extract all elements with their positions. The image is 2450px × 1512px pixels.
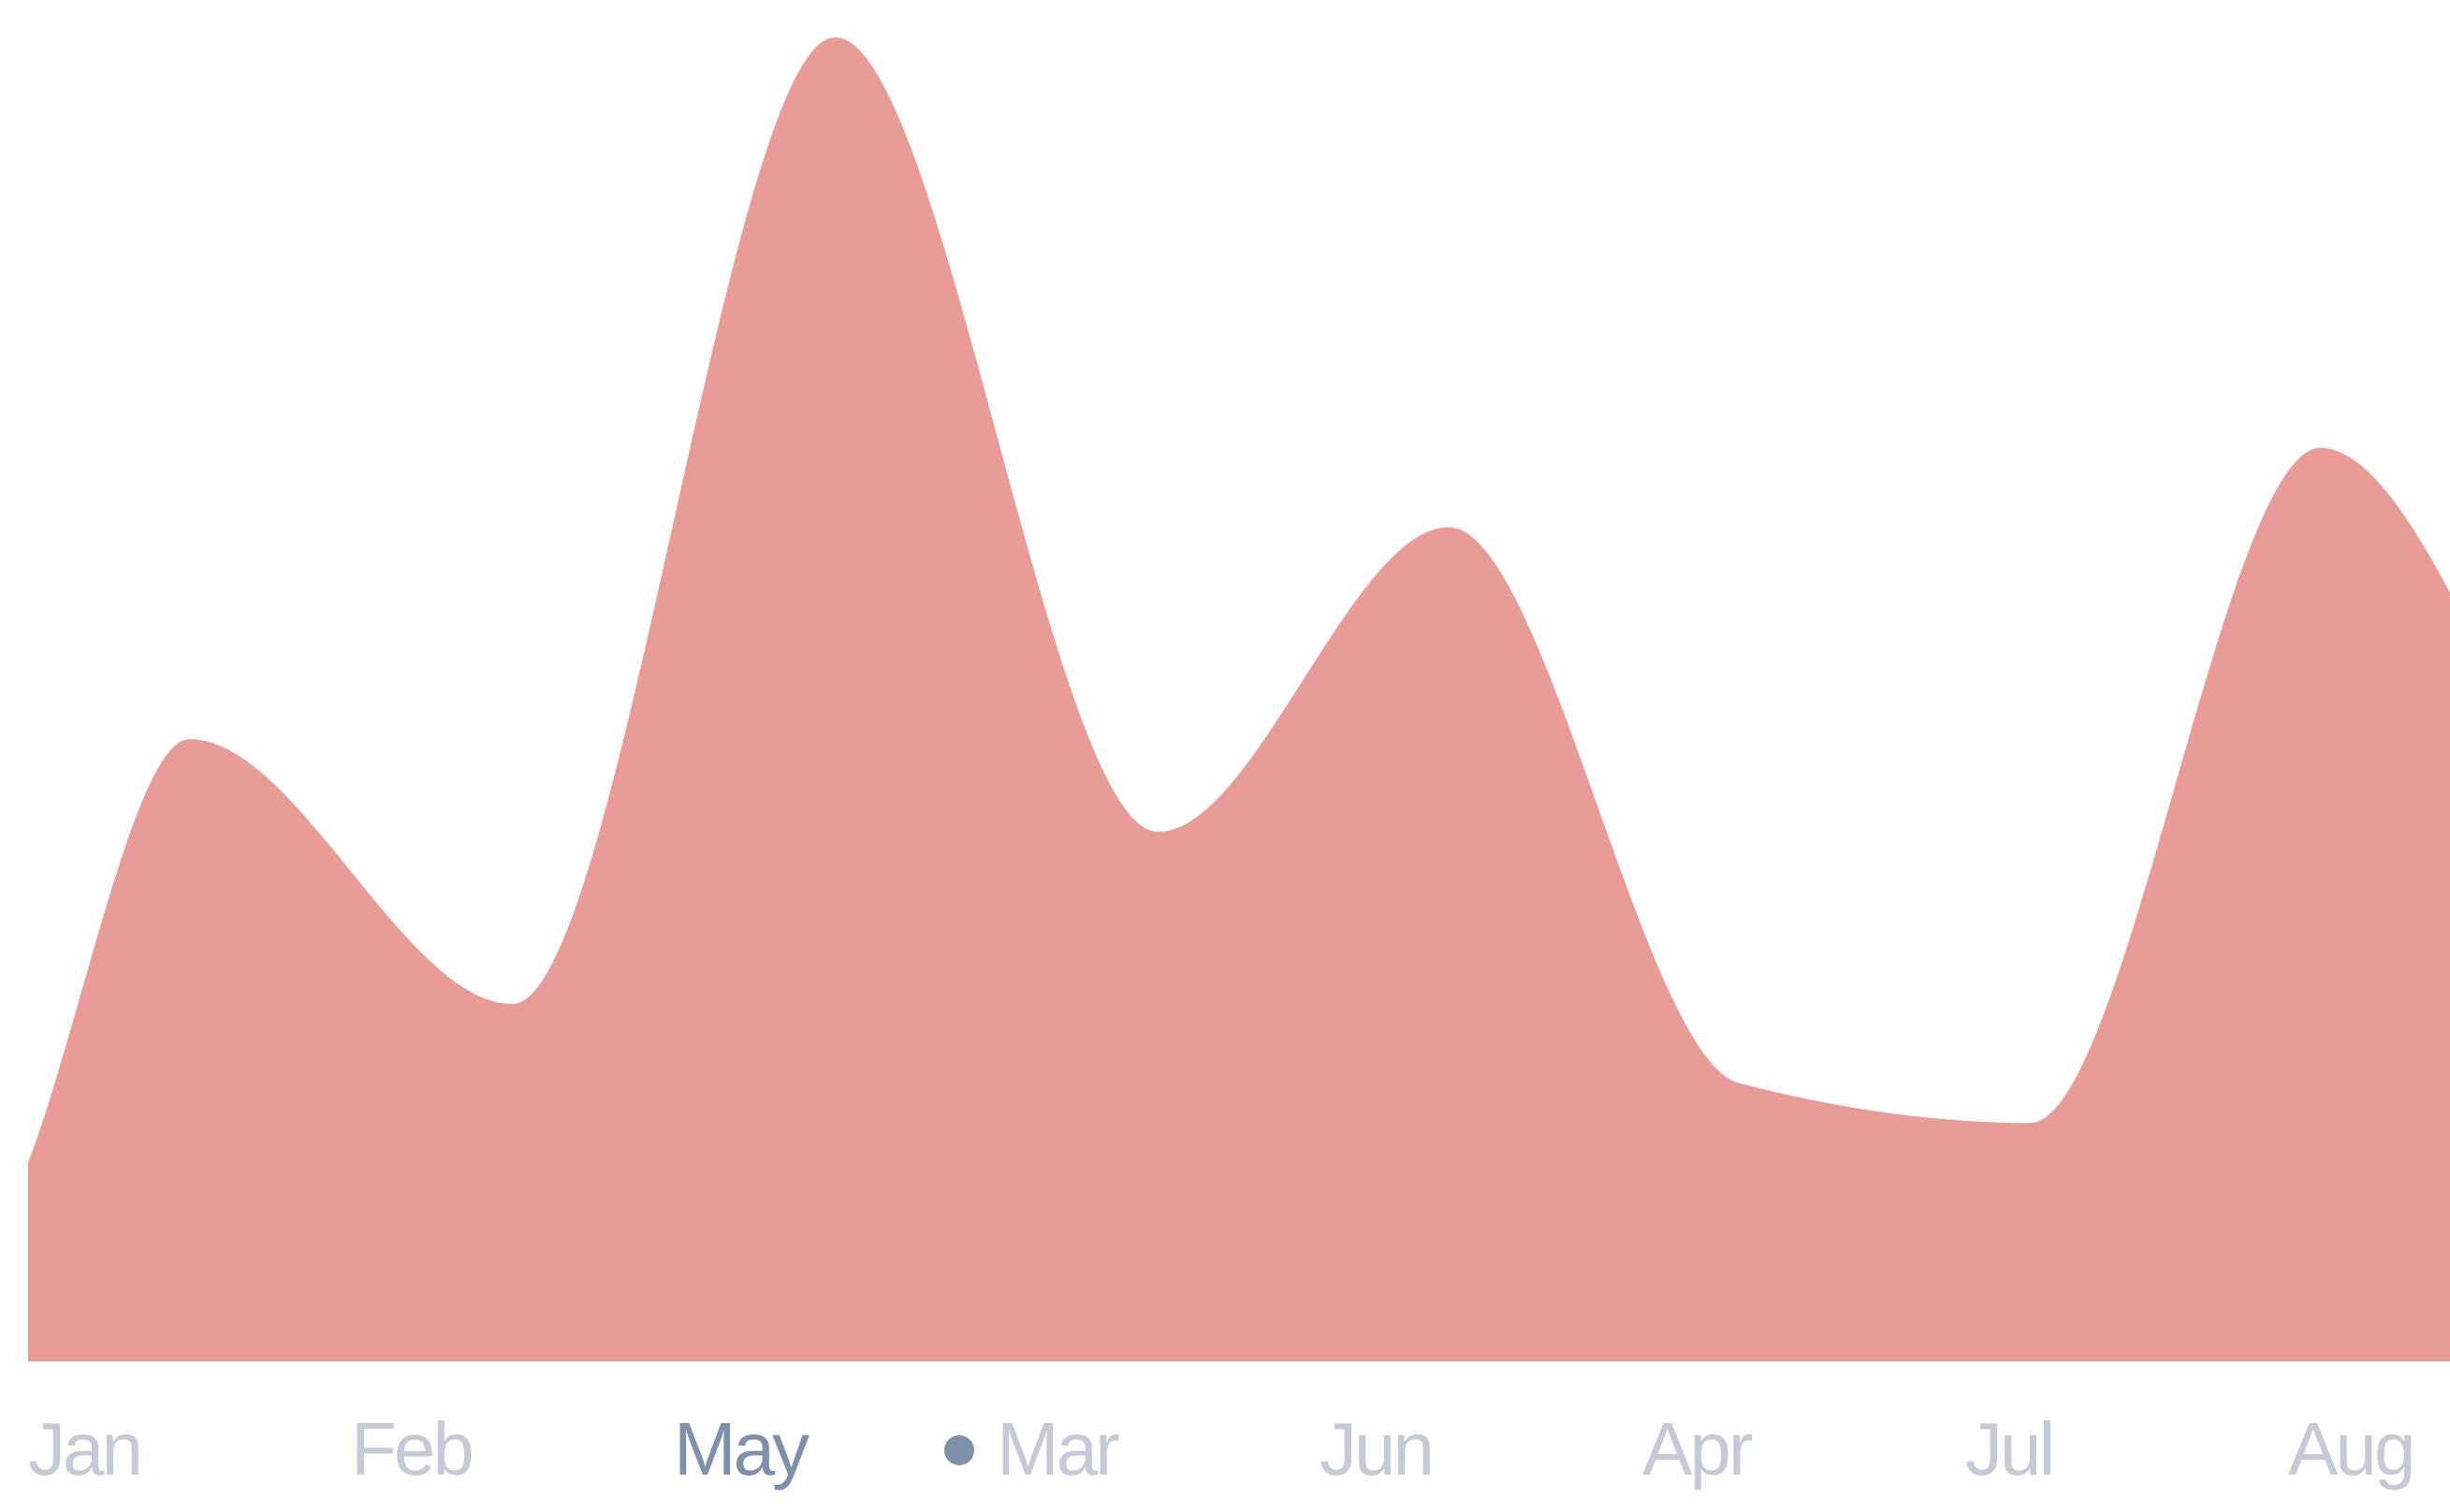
- x-tick-label-aug: Aug: [2288, 1407, 2413, 1490]
- x-axis-ticks: Jan Feb May Mar Jun Apr Jul Aug: [28, 1407, 2413, 1490]
- x-tick-label-jun: Jun: [1320, 1407, 1432, 1490]
- x-tick-label-may: May: [674, 1407, 809, 1490]
- x-tick-label-apr: Apr: [1642, 1407, 1753, 1490]
- series-area: [28, 37, 2450, 1361]
- x-tick-label-jan: Jan: [28, 1407, 140, 1490]
- x-tick-label-feb: Feb: [351, 1407, 472, 1490]
- area-layer: [28, 37, 2450, 1361]
- hover-marker-dot: [944, 1435, 974, 1465]
- x-tick-label-jul: Jul: [1965, 1407, 2052, 1490]
- x-tick-label-mar: Mar: [997, 1407, 1119, 1490]
- marker-layer: [944, 1435, 974, 1465]
